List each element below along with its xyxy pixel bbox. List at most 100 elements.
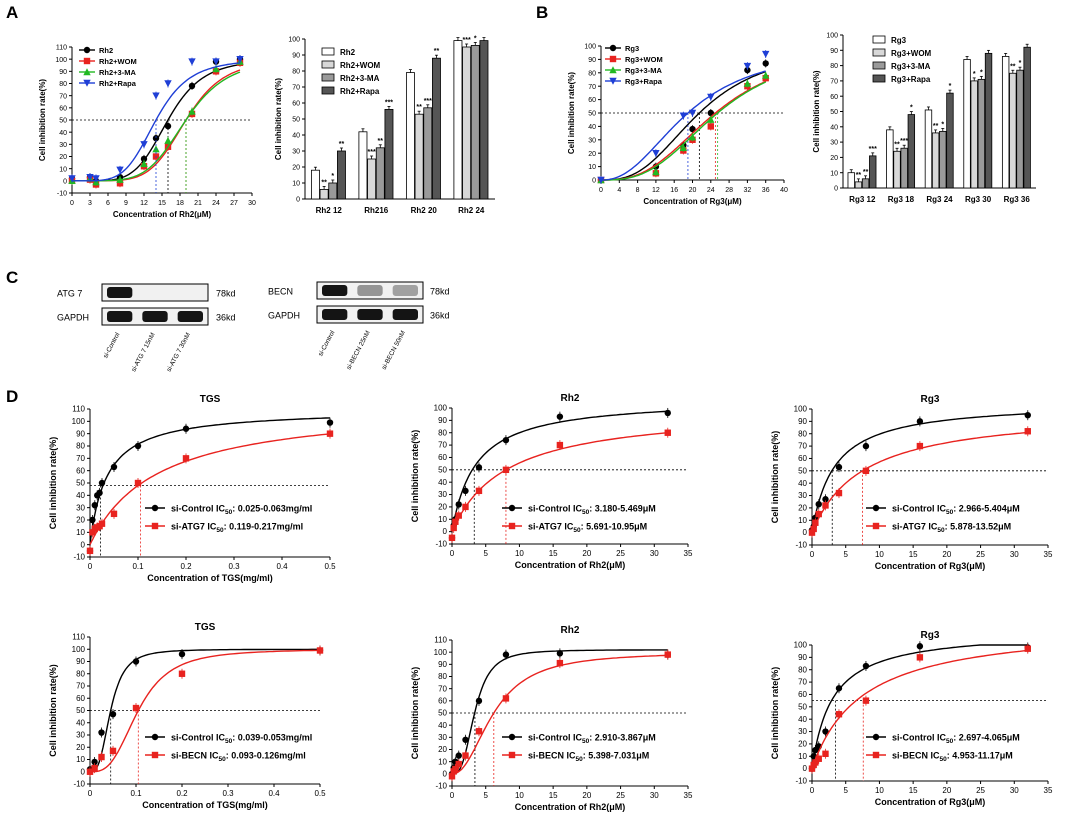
data-point-si-BECN bbox=[448, 773, 456, 780]
legend-label: si-Control IC50: 2.910-3.867μM bbox=[528, 733, 656, 746]
y-tick-label: 20 bbox=[438, 745, 447, 754]
data-point-Rg3+Rapa bbox=[679, 112, 688, 120]
data-point-si-ATG7 bbox=[89, 529, 96, 536]
legend-marker bbox=[508, 504, 516, 512]
y-tick-label: 0 bbox=[81, 767, 86, 776]
y-tick-label: 110 bbox=[56, 45, 67, 52]
data-point-si-Control bbox=[91, 502, 99, 509]
legend-label: si-BECN IC50: 5.398-7.031μM bbox=[528, 751, 649, 764]
chart-title: Rh2 bbox=[561, 625, 580, 636]
data-point-si-BECN bbox=[1024, 645, 1031, 652]
y-axis-title: Cell inhibition rate(%) bbox=[274, 78, 283, 161]
x-tick-label: 10 bbox=[875, 550, 884, 559]
y-axis-title: Cell inhibition rate(%) bbox=[48, 437, 58, 530]
data-point-si-BECN bbox=[132, 704, 140, 712]
y-tick-label: 90 bbox=[76, 429, 85, 438]
data-point-Rh2 bbox=[164, 122, 172, 130]
chart-a-bar: 0 10 20 30 40 50 60 70 80 90 100 Cell inhibition ra… bbox=[274, 35, 495, 215]
data-point-Rg3+3-MA bbox=[679, 144, 688, 152]
bar-Rg3+Rapa bbox=[946, 92, 954, 189]
y-tick-label: 50 bbox=[76, 706, 85, 715]
bar-Rg3+WOM bbox=[854, 181, 863, 189]
significance-label: *** bbox=[900, 138, 908, 145]
x-tick-label: 5 bbox=[483, 549, 488, 558]
western-blot-atg7: ATG 7 78kd GAPDH 36kd si-Control si-ATG 7 15n… bbox=[57, 283, 236, 373]
bar-Rg3+WOM bbox=[1009, 72, 1017, 189]
y-tick-label: 70 bbox=[292, 85, 300, 92]
significance-label: ** bbox=[933, 123, 939, 130]
x-tick-label: 15 bbox=[549, 549, 558, 558]
data-point-Rg3+Rapa bbox=[707, 93, 715, 101]
data-point-Rh2+Rapa bbox=[188, 58, 196, 66]
data-point-si-Control bbox=[96, 489, 103, 497]
y-axis-title: Cell inhibition rate(%) bbox=[410, 430, 420, 523]
x-tick-label: 6 bbox=[106, 200, 110, 207]
data-point-si-BECN bbox=[109, 747, 117, 755]
bar-Rg3+3-MA bbox=[1016, 69, 1024, 189]
legend-label: si-Control IC50: 2.966-5.404μM bbox=[892, 504, 1020, 517]
bar-Rh2+3-MA bbox=[328, 182, 338, 200]
data-point-si-ATG7 bbox=[1024, 428, 1031, 435]
data-point-si-ATG7 bbox=[475, 487, 483, 495]
bar-Rh2+WOM bbox=[414, 113, 424, 200]
data-point-Rh2+Rapa bbox=[212, 58, 220, 66]
y-axis-title: Cell inhibition rate(%) bbox=[38, 79, 47, 162]
x-axis-title: Concentration of Rg3(μM) bbox=[875, 797, 986, 807]
x-tick-label: 0.5 bbox=[314, 789, 326, 798]
legend-label: si-Control IC50: 2.697-4.065μM bbox=[892, 733, 1020, 746]
y-tick-label: 10 bbox=[438, 515, 447, 524]
y-tick-label: 80 bbox=[292, 69, 300, 76]
legend-label: si-Control IC50: 0.025-0.063mg/ml bbox=[171, 504, 312, 517]
bar-Rg3+Rapa bbox=[984, 52, 993, 189]
data-point-Rg3+Rapa bbox=[652, 150, 660, 157]
y-tick-label: 40 bbox=[798, 715, 807, 724]
data-point-Rh2+3-MA bbox=[212, 65, 220, 73]
data-point-si-BECN bbox=[462, 752, 469, 759]
legend-marker bbox=[609, 66, 617, 74]
data-point-si-Control bbox=[664, 409, 671, 417]
y-tick-label: 80 bbox=[798, 429, 807, 438]
chart-title: Rh2 bbox=[561, 393, 580, 404]
x-axis-title: Concentration of TGS(mg/ml) bbox=[142, 800, 268, 810]
legend-label: si-Control IC50: 3.180-5.469μM bbox=[528, 504, 656, 517]
y-tick-label: 50 bbox=[292, 117, 300, 124]
bar-Rg3+3-MA bbox=[977, 78, 986, 189]
data-point-Rh2+3-MA bbox=[140, 160, 148, 167]
legend-label: Rh2+3-MA bbox=[99, 68, 136, 77]
legend-marker bbox=[872, 751, 880, 759]
x-tick-label: 0.3 bbox=[222, 789, 234, 798]
data-point-Rh2 bbox=[188, 82, 196, 90]
y-axis-title: Cell inhibition rate(%) bbox=[770, 431, 780, 524]
legend-marker bbox=[83, 68, 91, 76]
x-tick-label: 20 bbox=[689, 187, 697, 194]
blot-band bbox=[142, 311, 168, 322]
y-tick-label: 0 bbox=[443, 769, 448, 778]
legend-label: Rg3 bbox=[625, 44, 639, 53]
blot-band bbox=[322, 285, 348, 296]
x-tick-label: 0 bbox=[70, 200, 74, 207]
significance-label: *** bbox=[424, 98, 432, 105]
x-tick-label: 20 bbox=[942, 550, 951, 559]
data-point-si-Control bbox=[862, 662, 870, 670]
data-point-si-Control bbox=[110, 463, 118, 471]
bar-Rg3+Rapa bbox=[869, 155, 877, 189]
y-tick-label: 30 bbox=[59, 142, 67, 149]
y-tick-label: 0 bbox=[81, 540, 86, 549]
x-axis-title: Concentration of Rh2(μM) bbox=[515, 560, 626, 570]
x-axis-title: Concentration of Rh2(μM) bbox=[113, 210, 212, 219]
x-tick-label: 8 bbox=[636, 187, 640, 194]
bar-Rg3 bbox=[847, 172, 855, 189]
y-tick-label: 100 bbox=[72, 645, 86, 654]
data-point-Rh2+Rapa bbox=[152, 92, 160, 100]
y-tick-label: 0 bbox=[803, 528, 808, 537]
data-point-Rg3+3-MA bbox=[743, 79, 752, 87]
legend-swatch bbox=[321, 73, 335, 82]
y-tick-label: 40 bbox=[438, 478, 447, 487]
data-point-si-ATG7 bbox=[452, 518, 459, 525]
blot-band bbox=[107, 287, 133, 298]
blot-band bbox=[357, 285, 383, 296]
blot-band bbox=[392, 285, 418, 296]
